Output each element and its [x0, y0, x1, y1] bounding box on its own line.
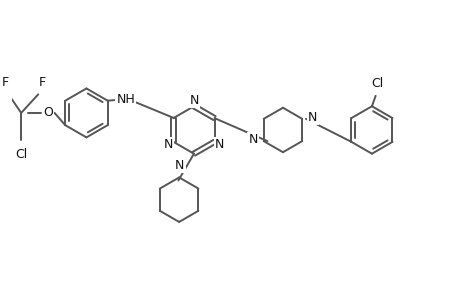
Text: N: N: [214, 138, 224, 151]
Text: N: N: [248, 133, 257, 146]
Text: N: N: [163, 138, 173, 151]
Text: O: O: [43, 106, 53, 119]
Text: N: N: [308, 111, 317, 124]
Text: N: N: [189, 94, 198, 107]
Text: F: F: [38, 76, 45, 89]
Text: Cl: Cl: [15, 148, 27, 161]
Text: N: N: [175, 158, 184, 172]
Text: Cl: Cl: [370, 77, 382, 90]
Text: F: F: [1, 76, 8, 89]
Text: NH: NH: [116, 93, 135, 106]
